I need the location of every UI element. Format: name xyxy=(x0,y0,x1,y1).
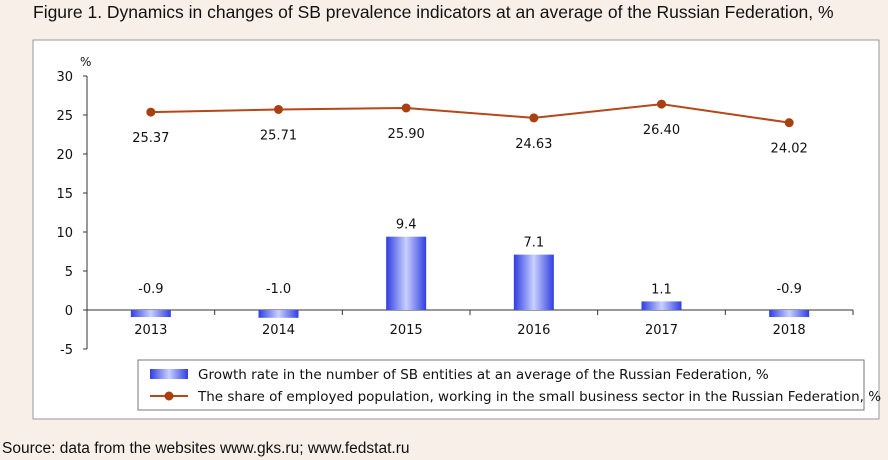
y-tick-label: 25 xyxy=(56,109,73,124)
line-path xyxy=(150,103,790,124)
figure-title: Figure 1. Dynamics in changes of SB prev… xyxy=(33,2,834,22)
y-axis: -5 0 5 10 15 20 25 30 xyxy=(56,70,88,358)
bar xyxy=(513,254,554,310)
line-point xyxy=(529,113,539,123)
y-tick-label: 5 xyxy=(65,265,73,280)
line-data-label: 25.71 xyxy=(260,128,297,143)
bar xyxy=(130,310,171,318)
y-axis-unit-label: % xyxy=(80,55,91,69)
y-tick-label: 30 xyxy=(56,70,73,85)
y-tick-label: 15 xyxy=(56,187,73,202)
source-note: Source: data from the websites www.gks.r… xyxy=(2,440,410,457)
line-point xyxy=(784,118,794,128)
x-tick-label: 2017 xyxy=(645,323,678,338)
line-point xyxy=(146,107,156,117)
y-tick-label: 0 xyxy=(65,304,73,319)
legend-bar-swatch xyxy=(150,369,188,379)
bar-data-label: -1.0 xyxy=(266,282,291,297)
line-data-label: 24.02 xyxy=(771,142,808,157)
x-tick-label: 2015 xyxy=(390,323,423,338)
y-tick-label: 10 xyxy=(56,226,73,241)
bar-data-label: -0.9 xyxy=(776,282,801,297)
line-point xyxy=(401,103,411,113)
y-tick-label: 20 xyxy=(56,148,73,163)
x-tick-label: 2013 xyxy=(134,323,167,338)
legend-bar-label: Growth rate in the number of SB entities… xyxy=(198,367,769,383)
line-data-label: 25.90 xyxy=(388,127,425,142)
bar xyxy=(641,301,682,310)
y-tick-label: -5 xyxy=(60,343,73,358)
legend-box xyxy=(137,359,865,411)
line-data-label: 26.40 xyxy=(643,123,680,138)
legend: Growth rate in the number of SB entities… xyxy=(137,359,881,411)
x-axis: 2013 2014 2015 2016 2017 2018 xyxy=(86,309,854,338)
line-point xyxy=(274,104,283,114)
line-data-label: 24.63 xyxy=(515,137,552,152)
plot-area-frame xyxy=(32,39,880,420)
line-point xyxy=(657,99,666,109)
bar-series: -0.9 -1.0 9.4 7.1 1.1 -0.9 xyxy=(130,218,810,318)
x-tick-label: 2018 xyxy=(773,323,806,338)
x-tick-label: 2016 xyxy=(517,323,550,338)
legend-line-label: The share of employed population, workin… xyxy=(197,389,881,405)
x-tick-label: 2014 xyxy=(262,323,295,338)
bar-data-label: 9.4 xyxy=(396,218,417,233)
bar xyxy=(258,310,299,318)
legend-line-marker xyxy=(164,391,174,401)
bar-data-label: 1.1 xyxy=(651,282,672,297)
bar xyxy=(769,310,810,318)
bar-data-label: -0.9 xyxy=(138,282,163,297)
bar-data-label: 7.1 xyxy=(523,236,544,251)
bar xyxy=(386,236,427,310)
line-series: 25.37 25.71 25.90 24.63 26.40 24.02 xyxy=(132,99,808,157)
line-data-label: 25.37 xyxy=(132,131,169,146)
